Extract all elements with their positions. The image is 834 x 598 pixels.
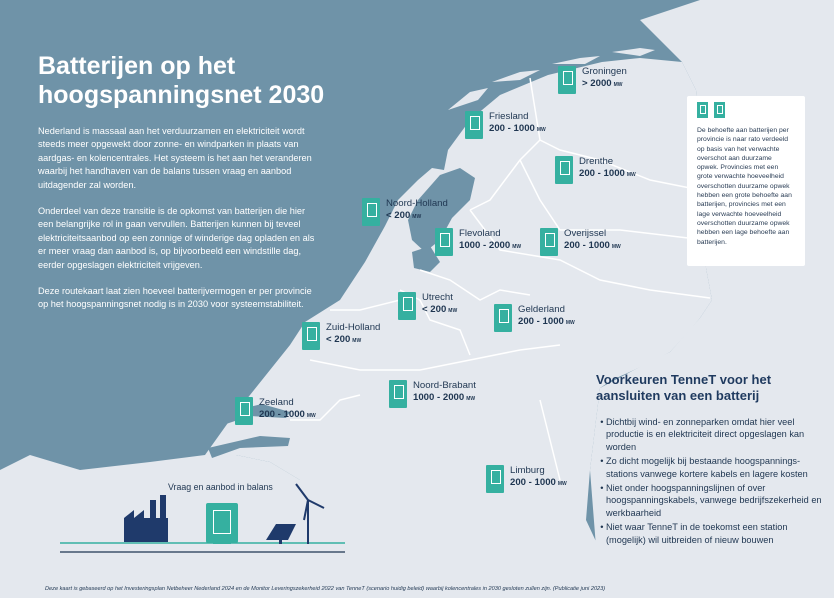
unit-label: MW (412, 214, 422, 220)
region-noord-brabant: Noord-Brabant 1000 - 2000 MW (389, 380, 476, 408)
land-netherlands (205, 58, 712, 598)
intro-text: Nederland is massaal aan het verduurzame… (38, 125, 320, 325)
battery-icon (206, 503, 238, 544)
wadden-islands (448, 48, 655, 110)
zeeland-waters (208, 404, 290, 458)
region-value: 1000 - 2000 (413, 392, 465, 403)
battery-icon (558, 66, 576, 94)
battery-icon (486, 465, 504, 493)
unit-label: MW (512, 244, 522, 250)
region-value: 200 - 1000 (489, 123, 535, 134)
region-value: 1000 - 2000 (459, 240, 511, 251)
region-noord-holland: Noord-Holland < 200 MW (362, 198, 448, 226)
preference-item: Zo dicht mogelijk bij bestaande hoogspan… (606, 455, 824, 480)
region-value: 200 - 1000 (510, 477, 556, 488)
unit-label: MW (557, 481, 567, 487)
unit-label: MW (448, 308, 458, 314)
battery-icon (435, 228, 453, 256)
province-borders (290, 77, 711, 481)
land-belgium (0, 455, 540, 598)
battery-icon (465, 111, 483, 139)
region-value: 200 - 1000 (259, 409, 305, 420)
preference-item: Niet onder hoogspanningslijnen of over h… (606, 482, 824, 519)
region-name: Noord-Brabant (413, 380, 476, 391)
region-value: < 200 (422, 304, 447, 315)
battery-icon (362, 198, 380, 226)
region-name: Overijssel (564, 228, 607, 239)
solar-panel-icon (266, 524, 296, 544)
region-value: 200 - 1000 (564, 240, 610, 251)
preferences-title: Voorkeuren TenneT voor het aansluiten va… (596, 372, 772, 403)
region-zeeland: Zeeland 200 - 1000 MW (235, 397, 316, 425)
balance-illustration (60, 483, 345, 553)
region-limburg: Limburg 200 - 1000 MW (486, 465, 567, 493)
region-value: < 200 (326, 334, 351, 345)
battery-icon (389, 380, 407, 408)
region-drenthe: Drenthe 200 - 1000 MW (555, 156, 636, 184)
battery-icon (302, 322, 320, 350)
page-title: Batterijen op het hoogspanningsnet 2030 (38, 52, 325, 109)
region-zuid-holland: Zuid-Holland < 200 MW (302, 322, 380, 350)
note-text: De behoefte aan batterijen per provincie… (697, 127, 792, 246)
intro-paragraph: Onderdeel van deze transitie is de opkom… (38, 206, 315, 270)
unit-label: MW (626, 172, 636, 178)
region-groningen: Groningen > 2000 MW (558, 66, 627, 94)
markermeer (412, 246, 440, 272)
unit-label: MW (352, 338, 362, 344)
region-value: < 200 (386, 210, 411, 221)
region-name: Drenthe (579, 156, 614, 167)
unit-label: MW (536, 127, 546, 133)
battery-icon (494, 304, 512, 332)
region-name: Groningen (582, 66, 627, 77)
battery-icon (398, 292, 416, 320)
region-name: Limburg (510, 465, 545, 476)
region-flevoland: Flevoland 1000 - 2000 MW (435, 228, 521, 256)
region-value: 200 - 1000 (579, 168, 625, 179)
region-overijssel: Overijssel 200 - 1000 MW (540, 228, 621, 256)
region-name: Utrecht (422, 292, 453, 303)
preference-item: Niet waar TenneT in de toekomst een stat… (606, 521, 824, 546)
region-value: 200 - 1000 (518, 316, 564, 327)
unit-label: MW (306, 413, 316, 419)
battery-icon (555, 156, 573, 184)
region-gelderland: Gelderland 200 - 1000 MW (494, 304, 575, 332)
battery-icon (697, 102, 708, 118)
preferences-list: Dichtbij wind- en zonneparken omdat hier… (596, 416, 824, 548)
wind-turbine-icon (295, 483, 325, 544)
preference-item: Dichtbij wind- en zonneparken omdat hier… (606, 416, 824, 453)
region-name: Gelderland (518, 304, 565, 315)
region-value: > 2000 (582, 78, 612, 89)
region-name: Friesland (489, 111, 529, 122)
note-icons (697, 102, 725, 118)
info-note: De behoefte aan batterijen per provincie… (687, 96, 805, 266)
balance-label: Vraag en aanbod in balans (168, 482, 273, 492)
battery-icon (540, 228, 558, 256)
region-name: Zuid-Holland (326, 322, 381, 333)
unit-label: MW (613, 82, 623, 88)
battery-icon (235, 397, 253, 425)
region-friesland: Friesland 200 - 1000 MW (465, 111, 546, 139)
region-name: Flevoland (459, 228, 501, 239)
footnote: Deze kaart is gebaseerd op het Investeri… (45, 586, 606, 592)
factory-icon (124, 495, 168, 542)
intro-paragraph: Nederland is massaal aan het verduurzame… (38, 126, 312, 190)
region-utrecht: Utrecht < 200 MW (398, 292, 457, 320)
unit-label: MW (466, 396, 476, 402)
battery-icon (714, 102, 725, 118)
ijsselmeer (408, 168, 475, 252)
unit-label: MW (611, 244, 621, 250)
intro-paragraph: Deze routekaart laat zien hoeveel batter… (38, 286, 312, 310)
region-name: Noord-Holland (386, 198, 448, 209)
unit-label: MW (565, 320, 575, 326)
region-name: Zeeland (259, 397, 294, 408)
